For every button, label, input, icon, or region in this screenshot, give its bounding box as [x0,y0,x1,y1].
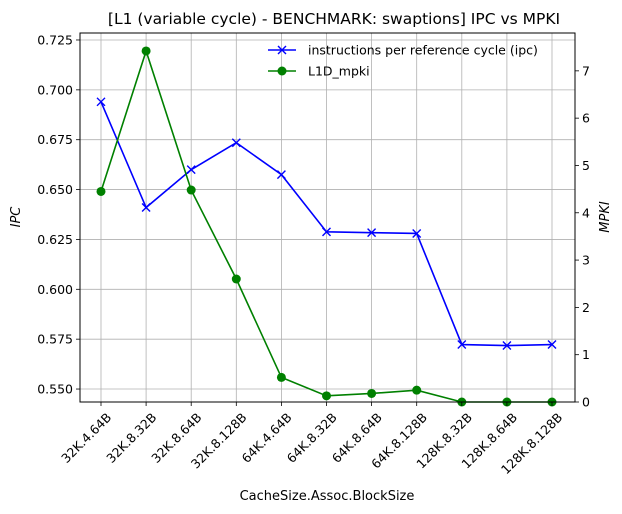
data-point-mpki [231,274,241,284]
y-left-tick-label: 0.575 [37,332,73,347]
data-point-ipc [186,165,196,175]
legend-label-1: L1D_mpki [308,64,370,79]
legend-marker-x [277,45,287,55]
marker-stroke [457,340,467,350]
grid [80,33,575,402]
data-point-ipc [457,340,467,350]
chart-title: [L1 (variable cycle) - BENCHMARK: swapti… [108,10,560,28]
data-point-mpki [367,388,377,398]
marker-stroke [186,165,196,175]
marker-stroke [276,170,286,180]
data-point-mpki [141,46,151,56]
data-point-mpki [276,372,286,382]
y-right-tick-label: 6 [582,111,590,126]
y-right-tick-label: 4 [582,205,590,220]
x-axis-label: CacheSize.Assoc.BlockSize [240,489,415,504]
y-left-tick-label: 0.650 [37,182,73,197]
legend-label-0: instructions per reference cycle (ipc) [308,43,538,58]
data-point-mpki [186,185,196,195]
y-left-tick-label: 0.700 [37,82,73,97]
y-left-tick-label: 0.600 [37,282,73,297]
legend-marker-circle [277,66,287,76]
data-point-ipc [141,203,151,213]
y-right-tick-label: 3 [582,253,590,268]
data-point-ipc [276,170,286,180]
marker-stroke [96,97,106,107]
y-right-tick-label: 0 [582,395,590,410]
y-axis-left-label: IPC [9,206,24,228]
marker-stroke [502,341,512,351]
y-right-tick-label: 7 [582,63,590,78]
y-axis-right-label: MPKI [598,201,613,233]
data-point-ipc [412,228,422,238]
marker-stroke [141,203,151,213]
y-right-tick-label: 2 [582,300,590,315]
data-point-mpki [322,391,331,401]
marker-stroke [231,138,241,148]
y-right-tick-label: 1 [582,347,590,362]
plot-frame [79,32,576,403]
y-left-tick-label: 0.675 [37,132,73,147]
y-left-tick-label: 0.550 [37,382,73,397]
data-point-ipc [322,227,331,237]
data-point-ipc [502,341,512,351]
marker-stroke [367,228,377,238]
data-point-ipc [367,228,377,238]
data-point-ipc [96,97,106,107]
marker-stroke [412,228,422,238]
data-point-mpki [96,186,106,196]
legend: instructions per reference cycle (ipc) L1… [268,43,538,79]
data-point-ipc [547,340,557,350]
data-point-mpki [412,385,422,395]
y-left-tick-label: 0.725 [37,32,73,47]
marker-stroke [322,227,331,237]
y-left-tick-label: 0.625 [37,232,73,247]
data-point-ipc [231,138,241,148]
y-right-tick-label: 5 [582,158,590,173]
marker-stroke [547,340,557,350]
